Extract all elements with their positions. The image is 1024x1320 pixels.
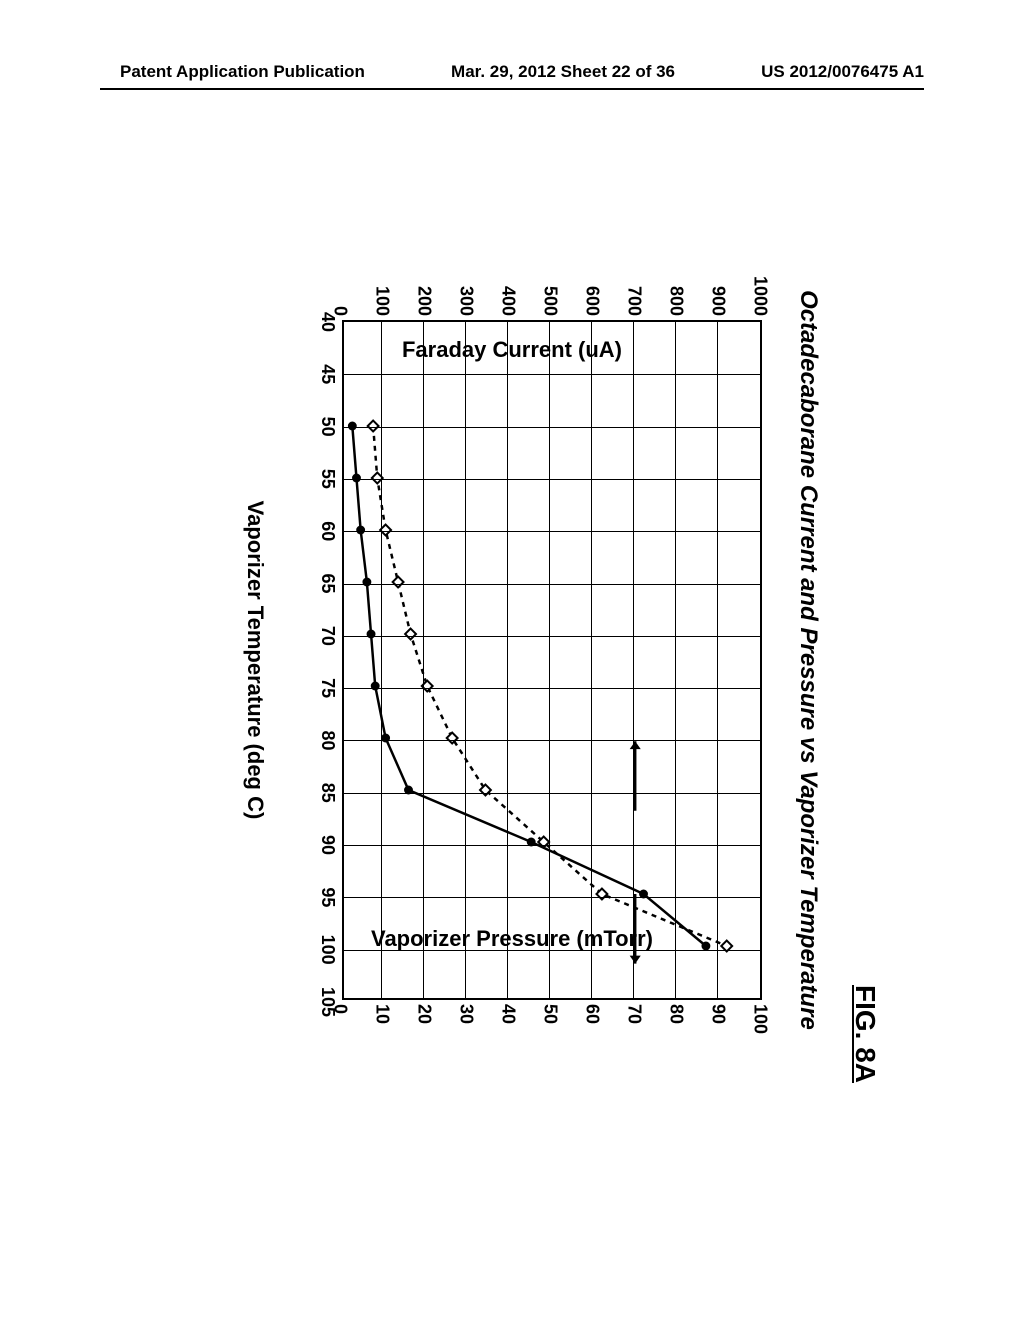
x-axis-label: Vaporizer Temperature (deg C) — [242, 210, 268, 1110]
y2-tick-label: 100 — [750, 998, 771, 1048]
y1-tick-label: 200 — [414, 262, 435, 322]
filled-circle-marker — [362, 578, 371, 587]
chart-container: Octadecaborane Current and Pressure vs V… — [202, 210, 822, 1110]
gridline-v — [344, 427, 760, 428]
filled-circle-marker — [367, 630, 376, 639]
x-tick-label: 95 — [317, 877, 344, 917]
gridline-h — [591, 322, 592, 998]
open-diamond-marker — [405, 629, 416, 640]
y2-tick-label: 60 — [582, 998, 603, 1048]
x-tick-label: 90 — [317, 825, 344, 865]
y1-tick-label: 900 — [708, 262, 729, 322]
gridline-v — [344, 897, 760, 898]
y1-tick-label: 600 — [582, 262, 603, 322]
gridline-v — [344, 636, 760, 637]
x-tick-label: 85 — [317, 773, 344, 813]
arrow-indicator — [630, 741, 641, 811]
chart-title: Octadecaborane Current and Pressure vs V… — [794, 210, 822, 1110]
x-tick-label: 45 — [317, 354, 344, 394]
y2-tick-label: 80 — [666, 998, 687, 1048]
x-tick-label: 70 — [317, 616, 344, 656]
gridline-v — [344, 688, 760, 689]
plot-area: 4045505560657075808590951001050100200300… — [342, 320, 762, 1000]
y2-tick-label: 90 — [708, 998, 729, 1048]
y1-tick-label: 700 — [624, 262, 645, 322]
y1-tick-label: 0 — [330, 262, 351, 322]
gridline-h — [507, 322, 508, 998]
gridline-h — [381, 322, 382, 998]
gridline-h — [549, 322, 550, 998]
y1-tick-label: 500 — [540, 262, 561, 322]
x-tick-label: 65 — [317, 564, 344, 604]
gridline-v — [344, 740, 760, 741]
open-diamond-marker — [393, 577, 404, 588]
x-tick-label: 100 — [317, 930, 344, 970]
gridline-v — [344, 531, 760, 532]
gridline-h — [675, 322, 676, 998]
y2-tick-label: 40 — [498, 998, 519, 1048]
x-tick-label: 80 — [317, 720, 344, 760]
y2-tick-label: 20 — [414, 998, 435, 1048]
y2-tick-label: 10 — [372, 998, 393, 1048]
gridline-v — [344, 845, 760, 846]
y1-tick-label: 800 — [666, 262, 687, 322]
y2-tick-label: 30 — [456, 998, 477, 1048]
x-tick-label: 50 — [317, 407, 344, 447]
gridline-h — [423, 322, 424, 998]
x-tick-label: 60 — [317, 511, 344, 551]
gridline-h — [717, 322, 718, 998]
y1-axis-label: Faraday Current (uA) — [402, 337, 622, 363]
filled-circle-marker — [356, 526, 365, 535]
gridline-h — [633, 322, 634, 998]
page-body: Octadecaborane Current and Pressure vs V… — [0, 0, 1024, 1320]
series-line — [352, 426, 706, 946]
gridline-v — [344, 374, 760, 375]
gridline-h — [465, 322, 466, 998]
y1-tick-label: 400 — [498, 262, 519, 322]
y1-tick-label: 300 — [456, 262, 477, 322]
y1-tick-label: 100 — [372, 262, 393, 322]
gridline-v — [344, 479, 760, 480]
x-tick-label: 55 — [317, 459, 344, 499]
figure-label: FIG. 8A — [849, 985, 881, 1083]
y2-axis-label: Vaporizer Pressure (mTorr) — [371, 926, 653, 952]
gridline-v — [344, 793, 760, 794]
gridline-v — [344, 584, 760, 585]
y1-tick-label: 1000 — [750, 262, 771, 322]
y2-tick-label: 0 — [330, 998, 351, 1048]
y2-tick-label: 70 — [624, 998, 645, 1048]
x-tick-label: 75 — [317, 668, 344, 708]
y2-tick-label: 50 — [540, 998, 561, 1048]
